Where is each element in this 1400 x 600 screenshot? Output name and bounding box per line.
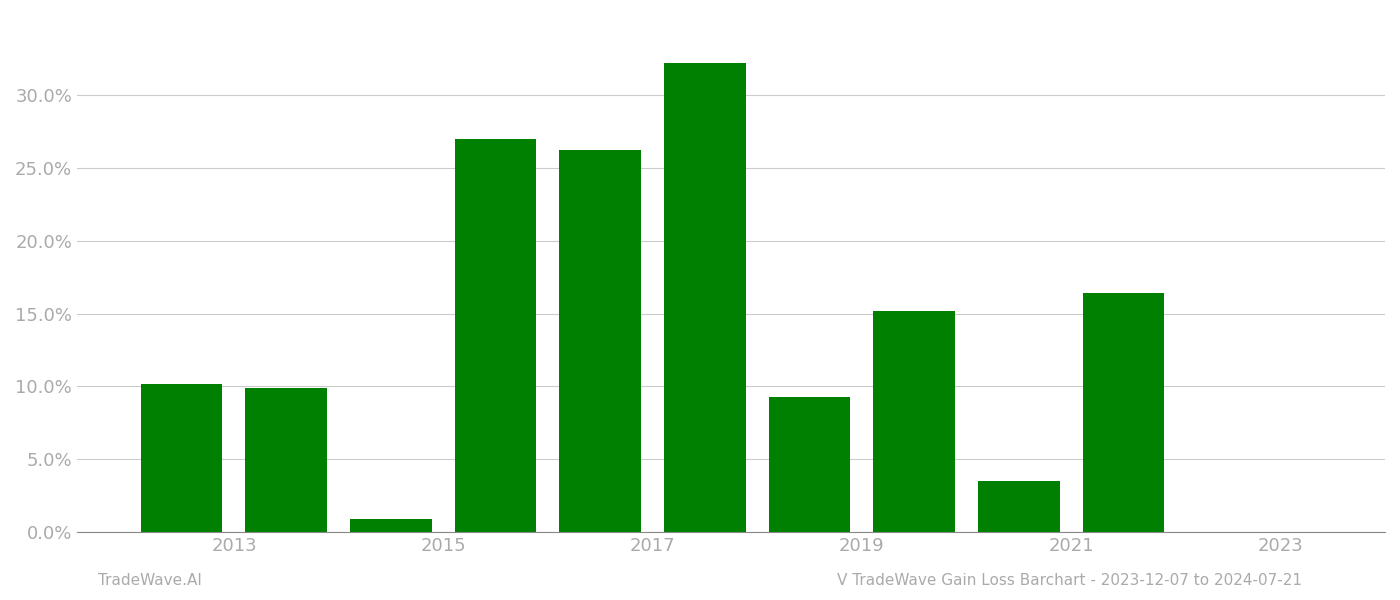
Bar [350,519,431,532]
Bar [141,383,223,532]
Text: TradeWave.AI: TradeWave.AI [98,573,202,588]
Bar [769,397,850,532]
Bar [664,63,746,532]
Bar [979,481,1060,532]
Bar [560,151,641,532]
Bar [455,139,536,532]
Text: V TradeWave Gain Loss Barchart - 2023-12-07 to 2024-07-21: V TradeWave Gain Loss Barchart - 2023-12… [837,573,1302,588]
Bar [1082,293,1165,532]
Bar [245,388,328,532]
Bar [874,311,955,532]
